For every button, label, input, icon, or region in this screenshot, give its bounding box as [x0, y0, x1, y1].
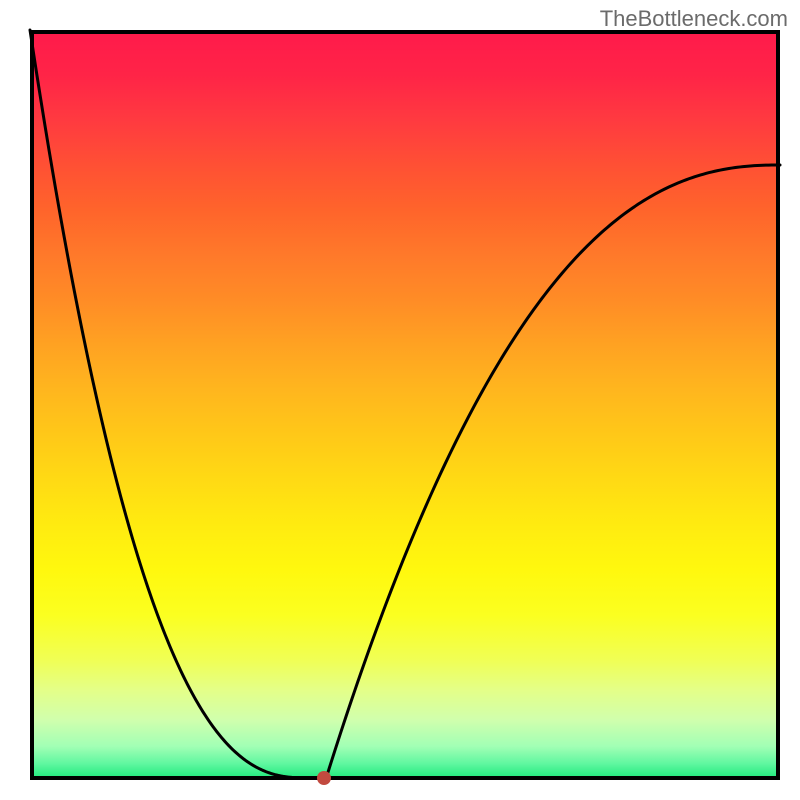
gradient-background	[30, 30, 780, 780]
chart-container: TheBottleneck.com	[0, 0, 800, 800]
watermark-text: TheBottleneck.com	[600, 6, 788, 32]
